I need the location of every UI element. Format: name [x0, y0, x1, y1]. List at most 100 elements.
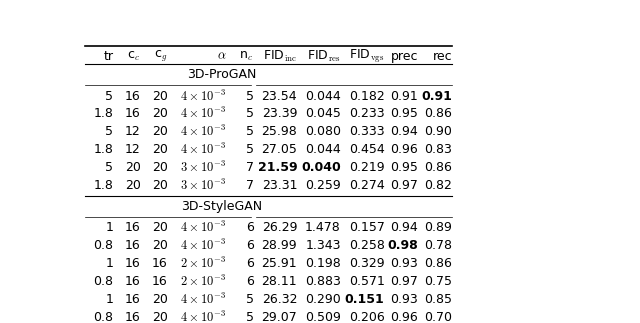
Text: 20: 20 — [152, 221, 168, 234]
Text: 0.75: 0.75 — [424, 275, 452, 288]
Text: 12: 12 — [125, 143, 141, 156]
Text: 6: 6 — [246, 257, 253, 270]
Text: 0.86: 0.86 — [424, 161, 452, 174]
Text: $4 \times 10^{-3}$: $4 \times 10^{-3}$ — [180, 89, 227, 104]
Text: 5: 5 — [246, 143, 253, 156]
Text: 16: 16 — [125, 257, 141, 270]
Text: 0.95: 0.95 — [390, 108, 419, 120]
Text: 7: 7 — [246, 161, 253, 174]
Text: 25.91: 25.91 — [262, 257, 297, 270]
Text: 0.044: 0.044 — [305, 89, 341, 102]
Text: 0.080: 0.080 — [305, 125, 341, 138]
Text: 0.8: 0.8 — [93, 239, 113, 252]
Text: 16: 16 — [125, 293, 141, 306]
Text: 28.99: 28.99 — [262, 239, 297, 252]
Text: 0.157: 0.157 — [349, 221, 385, 234]
Text: 0.182: 0.182 — [349, 89, 385, 102]
Text: 0.258: 0.258 — [349, 239, 385, 252]
Text: FID$_{\rm inc}$: FID$_{\rm inc}$ — [263, 48, 297, 64]
Text: 20: 20 — [125, 161, 141, 174]
Text: 0.290: 0.290 — [305, 293, 341, 306]
Text: 1: 1 — [106, 293, 113, 306]
Text: 0.044: 0.044 — [305, 143, 341, 156]
Text: $4 \times 10^{-3}$: $4 \times 10^{-3}$ — [180, 310, 227, 323]
Text: prec: prec — [391, 49, 419, 63]
Text: 0.94: 0.94 — [390, 221, 419, 234]
Text: 23.54: 23.54 — [262, 89, 297, 102]
Text: 12: 12 — [125, 125, 141, 138]
Text: 5: 5 — [246, 89, 253, 102]
Text: 0.93: 0.93 — [390, 257, 419, 270]
Text: 0.198: 0.198 — [305, 257, 341, 270]
Text: 16: 16 — [125, 221, 141, 234]
Text: $2 \times 10^{-3}$: $2 \times 10^{-3}$ — [180, 274, 227, 289]
Text: 0.83: 0.83 — [424, 143, 452, 156]
Text: FID$_{\rm vgs}$: FID$_{\rm vgs}$ — [349, 47, 385, 65]
Text: 20: 20 — [152, 293, 168, 306]
Text: 0.95: 0.95 — [390, 161, 419, 174]
Text: 0.045: 0.045 — [305, 108, 341, 120]
Text: 0.70: 0.70 — [424, 311, 452, 323]
Text: 0.274: 0.274 — [349, 179, 385, 192]
Text: 23.31: 23.31 — [262, 179, 297, 192]
Text: 1.8: 1.8 — [93, 143, 113, 156]
Text: 1.8: 1.8 — [93, 108, 113, 120]
Text: 0.509: 0.509 — [305, 311, 341, 323]
Text: 0.97: 0.97 — [390, 179, 419, 192]
Text: 0.94: 0.94 — [390, 125, 419, 138]
Text: 0.98: 0.98 — [388, 239, 419, 252]
Text: 25.98: 25.98 — [262, 125, 297, 138]
Text: 29.07: 29.07 — [262, 311, 297, 323]
Text: c$_g$: c$_g$ — [154, 48, 168, 64]
Text: 20: 20 — [152, 239, 168, 252]
Text: 7: 7 — [246, 179, 253, 192]
Text: 26.32: 26.32 — [262, 293, 297, 306]
Text: 0.259: 0.259 — [305, 179, 341, 192]
Text: 3D-StyleGAN: 3D-StyleGAN — [180, 200, 262, 213]
Text: 0.93: 0.93 — [390, 293, 419, 306]
Text: FID$_{\rm res}$: FID$_{\rm res}$ — [307, 48, 341, 64]
Text: 0.219: 0.219 — [349, 161, 385, 174]
Text: 6: 6 — [246, 221, 253, 234]
Text: 0.97: 0.97 — [390, 275, 419, 288]
Text: 28.11: 28.11 — [262, 275, 297, 288]
Text: $4 \times 10^{-3}$: $4 \times 10^{-3}$ — [180, 142, 227, 157]
Text: 6: 6 — [246, 239, 253, 252]
Text: 0.454: 0.454 — [349, 143, 385, 156]
Text: 1: 1 — [106, 221, 113, 234]
Text: 5: 5 — [246, 311, 253, 323]
Text: 0.329: 0.329 — [349, 257, 385, 270]
Text: 1.8: 1.8 — [93, 179, 113, 192]
Text: 0.86: 0.86 — [424, 108, 452, 120]
Text: 5: 5 — [246, 293, 253, 306]
Text: 5: 5 — [246, 125, 253, 138]
Text: 0.86: 0.86 — [424, 257, 452, 270]
Text: $4 \times 10^{-3}$: $4 \times 10^{-3}$ — [180, 292, 227, 307]
Text: 0.8: 0.8 — [93, 311, 113, 323]
Text: 20: 20 — [152, 179, 168, 192]
Text: 0.8: 0.8 — [93, 275, 113, 288]
Text: 0.91: 0.91 — [421, 89, 452, 102]
Text: 20: 20 — [152, 161, 168, 174]
Text: rec: rec — [433, 49, 452, 63]
Text: 0.90: 0.90 — [424, 125, 452, 138]
Text: 5: 5 — [105, 161, 113, 174]
Text: 0.233: 0.233 — [349, 108, 385, 120]
Text: 0.883: 0.883 — [305, 275, 341, 288]
Text: 0.571: 0.571 — [349, 275, 385, 288]
Text: 5: 5 — [246, 108, 253, 120]
Text: tr: tr — [103, 49, 113, 63]
Text: 6: 6 — [246, 275, 253, 288]
Text: c$_c$: c$_c$ — [127, 49, 141, 63]
Text: 16: 16 — [125, 311, 141, 323]
Text: $3 \times 10^{-3}$: $3 \times 10^{-3}$ — [180, 160, 227, 175]
Text: 0.040: 0.040 — [301, 161, 341, 174]
Text: 1: 1 — [106, 257, 113, 270]
Text: $4 \times 10^{-3}$: $4 \times 10^{-3}$ — [180, 238, 227, 253]
Text: 1.343: 1.343 — [305, 239, 341, 252]
Text: 20: 20 — [152, 108, 168, 120]
Text: 16: 16 — [152, 257, 168, 270]
Text: $2 \times 10^{-3}$: $2 \times 10^{-3}$ — [180, 256, 227, 271]
Text: 16: 16 — [125, 275, 141, 288]
Text: 5: 5 — [105, 125, 113, 138]
